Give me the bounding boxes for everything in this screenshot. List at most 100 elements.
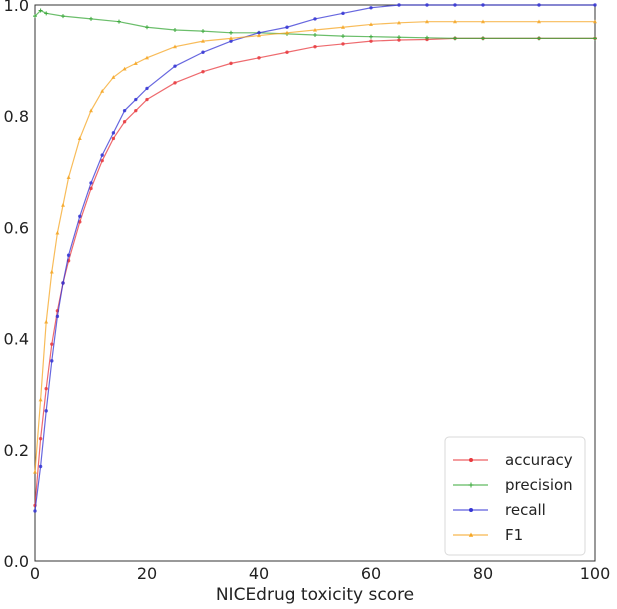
data-point (341, 25, 345, 29)
legend-label: recall (505, 501, 546, 519)
x-tick-label: 40 (249, 564, 269, 583)
data-point (593, 3, 597, 7)
legend-entry-precision: precision (453, 476, 573, 494)
legend-marker (469, 508, 473, 512)
data-point (397, 3, 401, 7)
data-point (257, 56, 261, 60)
data-point (369, 6, 373, 10)
data-point (122, 66, 127, 71)
data-point (33, 469, 37, 474)
data-point (397, 35, 401, 40)
data-point (173, 28, 177, 33)
data-point (453, 36, 457, 41)
data-point (285, 25, 289, 29)
data-point (38, 436, 43, 441)
x-tick-label: 80 (473, 564, 493, 583)
data-point (229, 30, 233, 35)
data-point (55, 230, 60, 235)
data-point (593, 36, 597, 41)
data-point (481, 3, 485, 7)
legend-entry-recall: recall (453, 501, 546, 519)
data-point (77, 136, 82, 141)
data-point (593, 19, 597, 24)
data-point (285, 30, 289, 35)
x-tick-label: 100 (580, 564, 611, 583)
data-point (369, 34, 373, 39)
data-point (285, 50, 289, 54)
data-point (173, 64, 177, 68)
data-point (425, 19, 429, 24)
data-point (134, 97, 138, 102)
data-point (425, 3, 429, 7)
x-axis-label: NICEdrug toxicity score (216, 585, 414, 605)
data-point (481, 36, 485, 41)
data-point (341, 42, 345, 46)
legend: accuracy precision recall F1 (444, 436, 586, 556)
series-line-recall (34, 4, 595, 512)
y-tick-label: 0.2 (4, 441, 29, 460)
data-point (55, 314, 60, 319)
data-point (133, 61, 138, 65)
tick-layer: 0 20 40 60 80 100 0.0 0.2 0.4 0.6 0.8 1.0 (4, 0, 611, 583)
data-point (111, 136, 116, 141)
data-point (173, 44, 177, 49)
legend-entry-accuracy: accuracy (453, 451, 573, 469)
data-point (481, 19, 485, 24)
y-tick-label: 1.0 (4, 0, 29, 15)
data-point (100, 158, 104, 163)
x-tick-label: 0 (30, 564, 40, 583)
y-tick-label: 0.8 (4, 107, 29, 126)
data-point (38, 397, 43, 402)
data-point (61, 281, 65, 285)
series-layer (33, 3, 597, 513)
data-point (66, 175, 71, 179)
data-point (89, 108, 93, 113)
data-point (397, 38, 401, 42)
y-tick-label: 0.4 (4, 330, 29, 349)
data-point (257, 33, 261, 38)
data-point (201, 50, 205, 54)
x-tick-label: 60 (361, 564, 381, 583)
legend-label: precision (505, 476, 573, 494)
data-point (50, 342, 54, 346)
data-point (145, 86, 149, 91)
data-point (229, 61, 233, 66)
x-tick-label: 20 (137, 564, 157, 583)
data-point (44, 409, 48, 413)
data-point (33, 509, 37, 513)
legend-frame (444, 436, 586, 556)
legend-entry-f1: F1 (453, 526, 523, 544)
legend-label: F1 (505, 526, 523, 544)
series-f1 (33, 19, 597, 474)
data-point (122, 108, 127, 113)
data-point (61, 14, 65, 19)
data-point (229, 36, 233, 40)
data-point (50, 359, 54, 363)
data-point (173, 81, 177, 85)
data-point (38, 8, 43, 13)
data-point (341, 11, 345, 16)
data-point (313, 33, 317, 38)
legend-marker (468, 482, 474, 488)
data-point (61, 202, 65, 207)
data-point (425, 35, 429, 40)
data-point (44, 319, 49, 324)
legend-marker (469, 458, 473, 462)
data-point (313, 45, 317, 49)
data-point (38, 464, 43, 469)
data-point (145, 55, 149, 60)
data-point (117, 19, 121, 24)
legend-marker (468, 532, 474, 537)
data-point (397, 20, 401, 25)
data-point (145, 97, 149, 102)
legend-label: accuracy (505, 451, 573, 469)
data-point (66, 253, 71, 257)
data-point (100, 88, 105, 93)
data-point (89, 16, 93, 21)
data-point (453, 3, 457, 7)
data-point (111, 131, 116, 135)
data-point (313, 17, 317, 21)
data-point (201, 29, 205, 34)
data-point (33, 14, 37, 19)
